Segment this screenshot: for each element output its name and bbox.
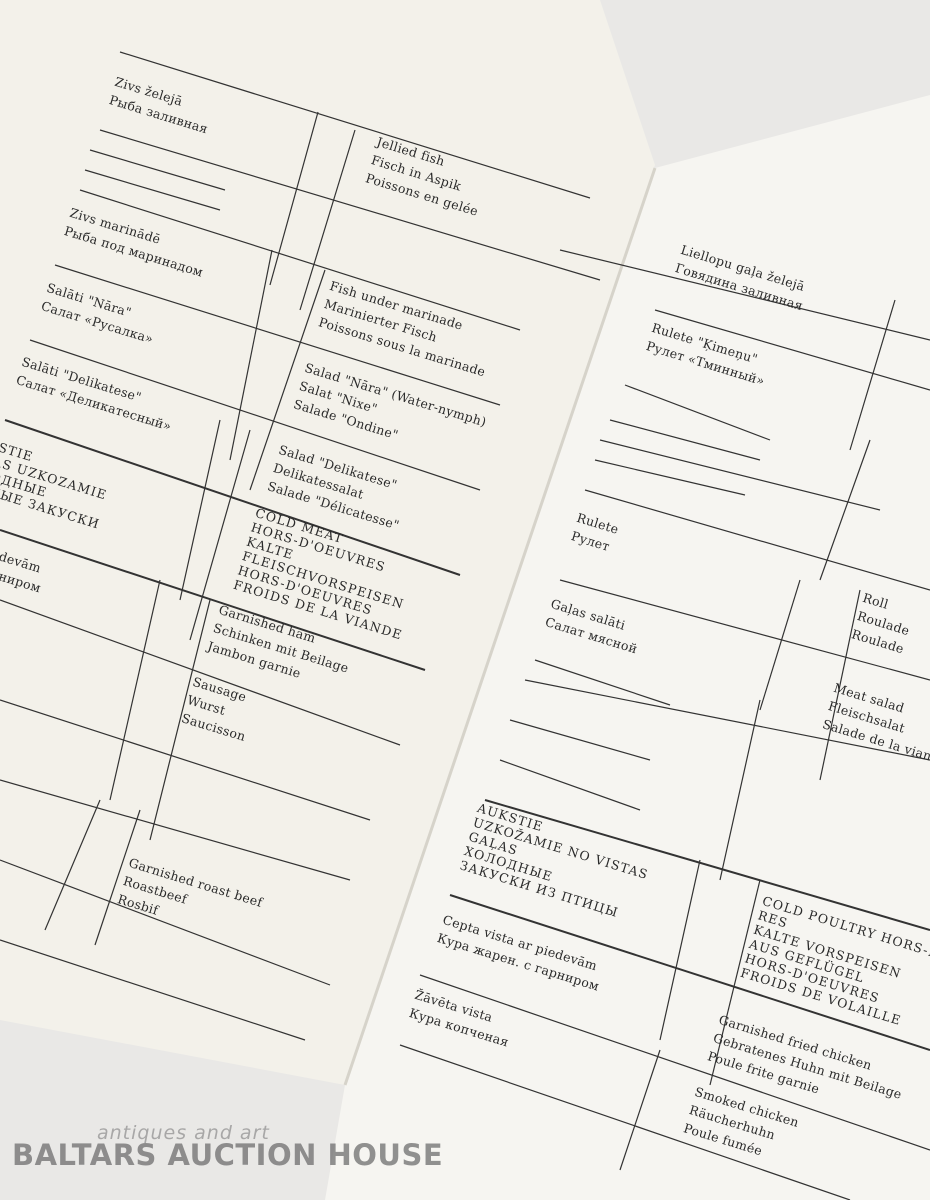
watermark-tagline: antiques and art: [97, 1122, 270, 1144]
watermark-logo: antiques and art BALTARS AUCTION HOUSE: [12, 1122, 443, 1172]
right-page: [325, 95, 930, 1200]
table-rules: [0, 51, 930, 1200]
left-page: [0, 0, 655, 1085]
page-fold: [343, 167, 657, 1086]
watermark-name: BALTARS AUCTION HOUSE: [12, 1138, 444, 1172]
